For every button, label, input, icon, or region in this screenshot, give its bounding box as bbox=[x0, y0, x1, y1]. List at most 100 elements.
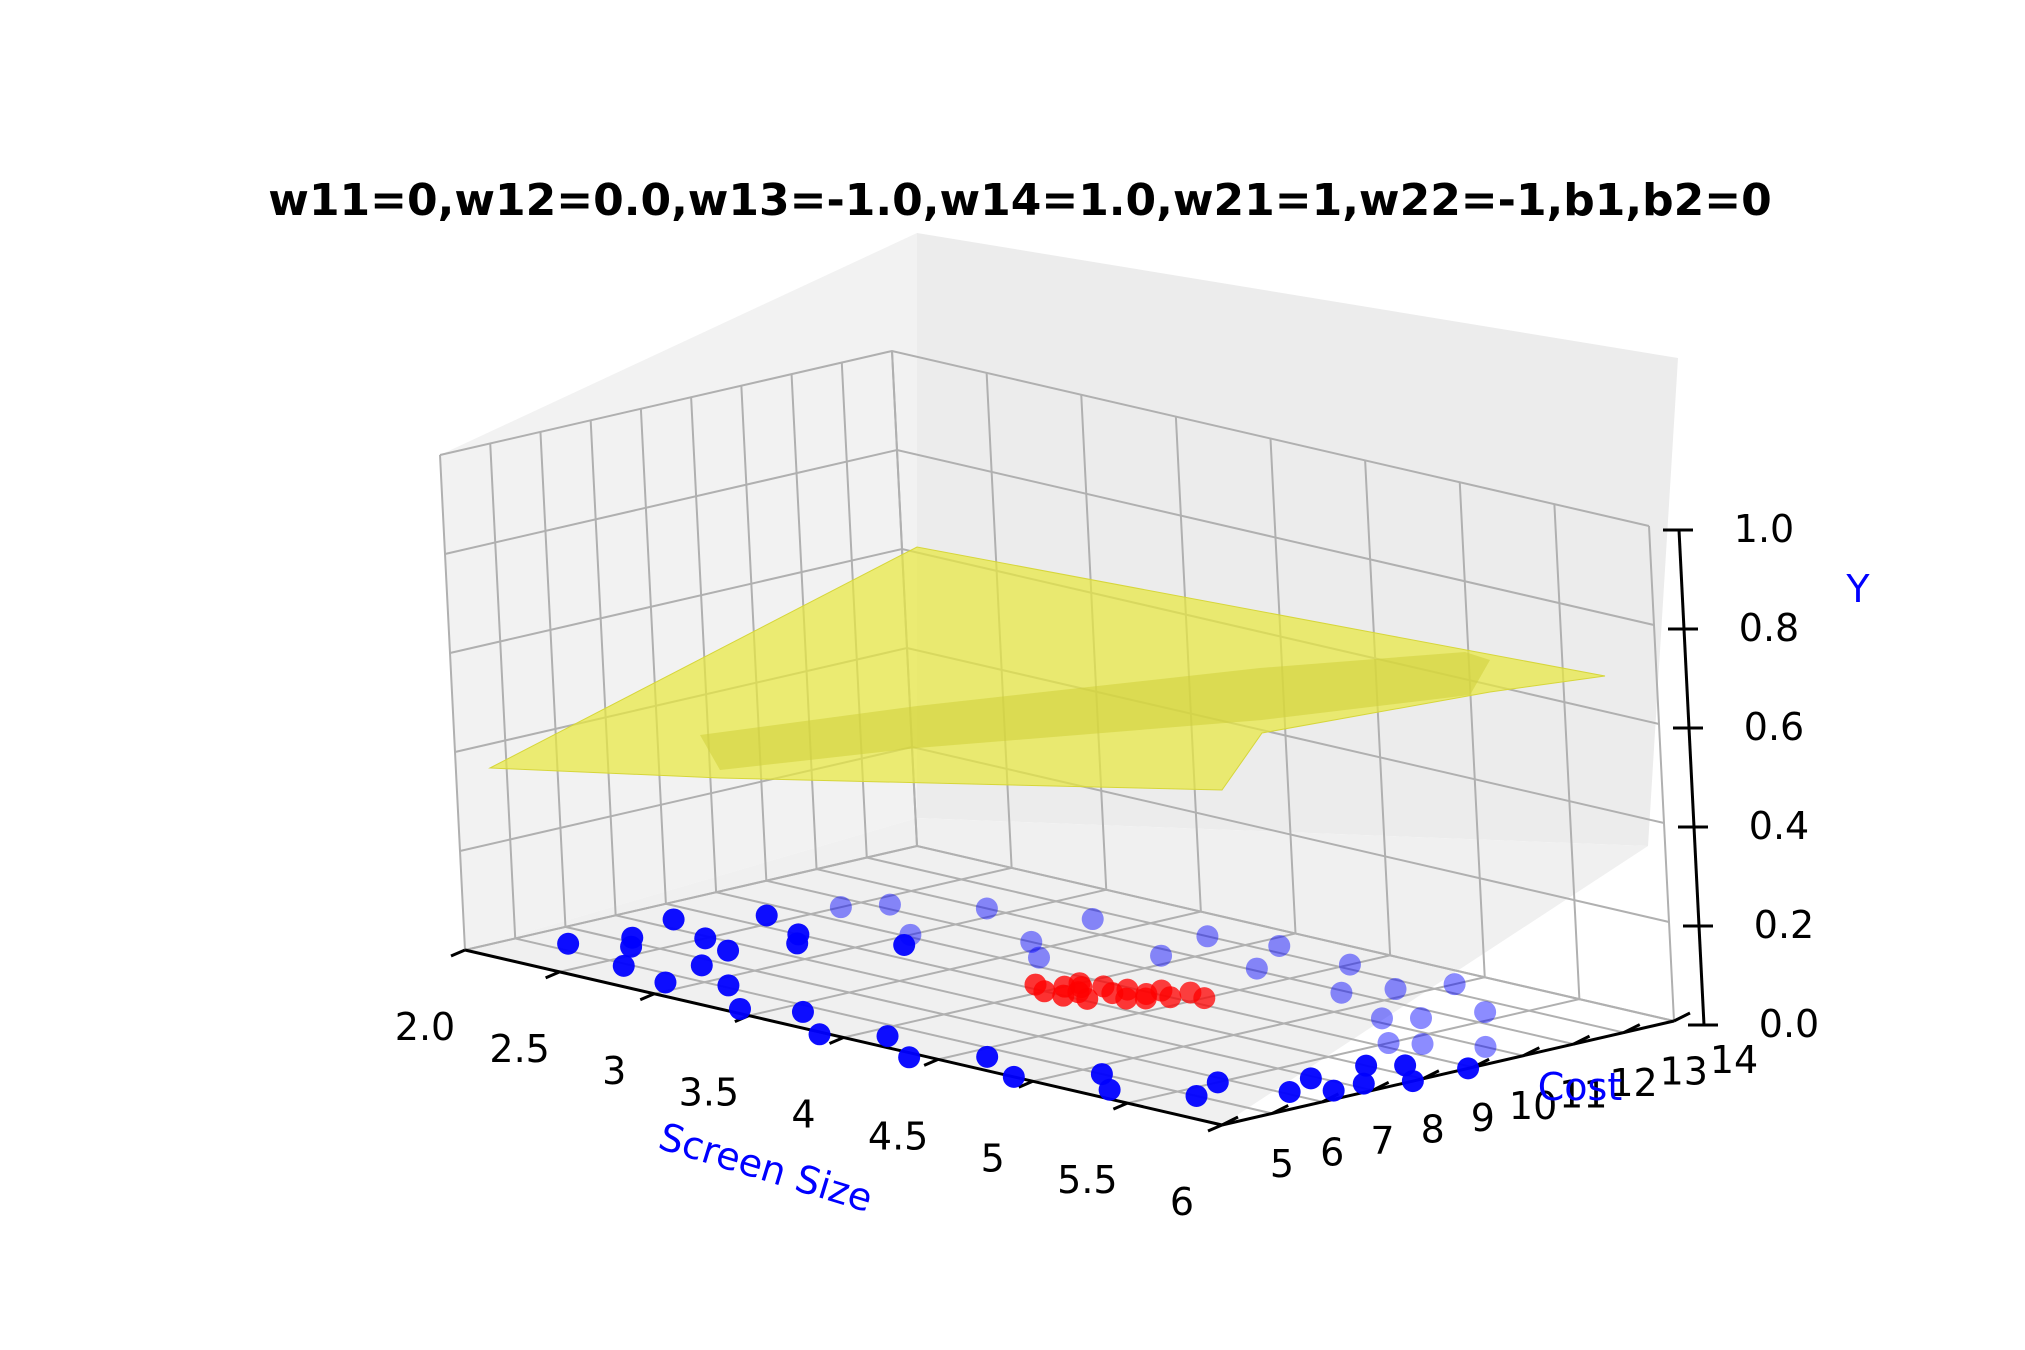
blue-data-point bbox=[620, 935, 643, 958]
blue-data-point bbox=[1370, 1007, 1393, 1030]
blue-data-point bbox=[976, 1045, 999, 1068]
y-tick-label: 14 bbox=[1710, 1038, 1758, 1082]
blue-data-point bbox=[786, 932, 809, 955]
x-tick-label: 5.5 bbox=[1057, 1158, 1117, 1202]
z-tick-label: 0.0 bbox=[1759, 1002, 1819, 1046]
blue-data-point bbox=[1206, 1071, 1229, 1094]
blue-data-point bbox=[1090, 1063, 1113, 1086]
x-tick-mark bbox=[1207, 1123, 1223, 1133]
blue-data-point bbox=[1002, 1065, 1025, 1088]
y-tick-label: 11 bbox=[1559, 1073, 1607, 1117]
blue-data-point bbox=[1299, 1067, 1322, 1090]
red-data-point bbox=[1092, 975, 1115, 998]
x-tick-mark bbox=[545, 970, 561, 980]
z-tick-label: 0.8 bbox=[1739, 606, 1799, 650]
chart-title: w11=0,w12=0.0,w13=-1.0,w14=1.0,w21=1,w22… bbox=[268, 175, 1771, 226]
y-tick-label: 13 bbox=[1660, 1050, 1708, 1094]
surface-ridge bbox=[700, 652, 1490, 770]
blue-data-point bbox=[1377, 1032, 1400, 1055]
blue-data-point bbox=[1268, 934, 1291, 957]
tick-labels: 2.0 2.5 3 3.5 4 4.5 5 5.5 65 6 7 8 9 10 11 12 13 140.00.2… bbox=[395, 507, 1819, 1224]
z-tick-label: 0.2 bbox=[1754, 903, 1814, 947]
y-tick-mark bbox=[1271, 1104, 1289, 1115]
red-data-point bbox=[1179, 981, 1202, 1004]
x-tick-mark bbox=[450, 948, 466, 958]
blue-data-point bbox=[1150, 944, 1173, 967]
x-tick-label: 5 bbox=[981, 1136, 1005, 1180]
x-tick-label: 2.0 bbox=[395, 1005, 455, 1049]
red-data-point bbox=[1134, 987, 1157, 1010]
z-grid-line bbox=[444, 448, 1655, 626]
y-tick-label: 8 bbox=[1421, 1107, 1445, 1151]
blue-data-point bbox=[1401, 1070, 1424, 1093]
z-tick-label: 0.6 bbox=[1744, 705, 1804, 749]
blue-data-point bbox=[654, 971, 677, 994]
blue-data-point bbox=[728, 997, 751, 1020]
blue-data-point bbox=[1081, 908, 1104, 931]
blue-data-point bbox=[755, 904, 778, 927]
blue-data-point bbox=[1411, 1032, 1434, 1055]
blue-data-point bbox=[1185, 1084, 1208, 1107]
x-tick-label: 3.5 bbox=[679, 1071, 739, 1115]
z-tick-label: 0.4 bbox=[1749, 804, 1809, 848]
y-tick-mark bbox=[1673, 1011, 1691, 1023]
x-tick-mark bbox=[828, 1036, 845, 1045]
blue-data-point bbox=[893, 933, 916, 956]
blue-data-point bbox=[1028, 946, 1050, 969]
blue-data-point bbox=[829, 896, 852, 919]
points-front bbox=[557, 904, 1480, 1107]
y-axis-label: Cost bbox=[1538, 1065, 1622, 1109]
prediction-surface bbox=[488, 546, 1606, 791]
y-tick-label: 9 bbox=[1471, 1096, 1495, 1140]
y-axis-line bbox=[1221, 1019, 1675, 1127]
blue-data-point bbox=[1338, 953, 1361, 976]
blue-data-point bbox=[690, 954, 713, 977]
y-tick-mark bbox=[1572, 1034, 1591, 1046]
blue-data-point bbox=[1355, 1054, 1378, 1077]
blue-data-point bbox=[557, 932, 580, 955]
points-back bbox=[829, 893, 1497, 1058]
blue-data-point bbox=[1245, 957, 1268, 980]
x-tick-label: 3 bbox=[602, 1049, 626, 1093]
red-data-point bbox=[1116, 978, 1139, 1001]
blue-data-point bbox=[1278, 1080, 1301, 1103]
red-data-point bbox=[1024, 973, 1047, 996]
x-axis-label: Screen Size bbox=[654, 1114, 878, 1221]
blue-data-point bbox=[1352, 1072, 1375, 1095]
blue-data-point bbox=[791, 1000, 814, 1023]
y-tick-label: 6 bbox=[1320, 1130, 1344, 1174]
x-tick-label: 2.5 bbox=[489, 1027, 549, 1071]
blue-data-point bbox=[1443, 973, 1466, 996]
y-tick-mark bbox=[1221, 1115, 1239, 1127]
blue-data-point bbox=[975, 897, 998, 920]
y-tick-label: 5 bbox=[1270, 1142, 1294, 1186]
y-tick-label: 10 bbox=[1509, 1084, 1557, 1128]
y-tick-mark bbox=[1522, 1046, 1541, 1058]
z-grid-line bbox=[439, 349, 1650, 527]
blue-data-point bbox=[717, 939, 740, 962]
z-axis-label: Y bbox=[1845, 567, 1870, 611]
blue-data-point bbox=[876, 1025, 899, 1048]
blue-data-point bbox=[694, 927, 717, 950]
blue-data-point bbox=[1474, 1035, 1497, 1058]
y-tick-mark bbox=[1623, 1023, 1641, 1034]
x-tick-mark bbox=[1112, 1101, 1128, 1111]
y-tick-label: 7 bbox=[1370, 1119, 1394, 1163]
y-tick-label: 12 bbox=[1609, 1061, 1657, 1105]
blue-data-point bbox=[898, 1046, 921, 1069]
blue-data-point bbox=[717, 974, 740, 997]
blue-data-point bbox=[1196, 925, 1219, 948]
x-tick-mark bbox=[1018, 1079, 1034, 1089]
red-data-point bbox=[1052, 984, 1075, 1007]
axes-lines bbox=[450, 528, 1718, 1133]
z-grid-line bbox=[464, 844, 1675, 1022]
z-axis-line bbox=[1677, 529, 1706, 1026]
x-tick-mark bbox=[639, 992, 655, 1002]
x-tick-label: 6 bbox=[1170, 1180, 1194, 1224]
blue-data-point bbox=[878, 893, 901, 916]
blue-data-point bbox=[662, 908, 685, 931]
blue-data-point bbox=[808, 1023, 831, 1046]
blue-data-point bbox=[1330, 981, 1353, 1004]
blue-data-point bbox=[1457, 1057, 1480, 1080]
